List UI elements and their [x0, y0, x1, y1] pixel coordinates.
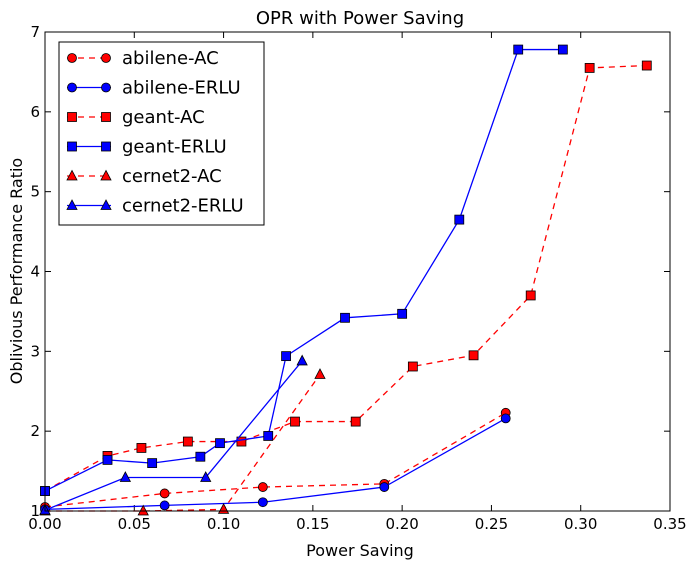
series-line-geant-erlu: [44, 48, 563, 492]
x-tick-label: 0.30: [564, 515, 597, 533]
data-point-geant-ac: [641, 60, 652, 71]
data-point-geant-ac: [236, 436, 247, 447]
x-tick-label: 0.00: [28, 515, 61, 533]
axis-ticks: 0.00 0.05 0.10 0.15 0.20 0.25 0.30 0.35 1 2 3 4 5 6 7: [28, 23, 686, 533]
y-tick-label: 3: [30, 342, 40, 360]
data-point-geant-erlu: [513, 44, 524, 55]
data-point-geant-erlu: [102, 455, 113, 465]
data-point-geant-erlu: [195, 451, 206, 462]
data-point-cernet2-ac: [217, 503, 230, 514]
legend-label-cernet2-erlu: cernet2-ERLU: [122, 196, 244, 217]
legend-label-geant-erlu: geant-ERLU: [122, 137, 227, 158]
legend-box: [58, 41, 265, 226]
legend-marker-abilene-erlu: [101, 82, 111, 93]
y-tick-label: 2: [30, 422, 40, 440]
data-point-geant-erlu: [281, 351, 291, 362]
data-point-geant-erlu: [215, 438, 225, 449]
data-point-geant-ac: [584, 63, 595, 73]
legend-marker-cernet2-ac: [100, 169, 112, 181]
data-point-geant-erlu: [263, 431, 274, 441]
series-abilene-erlu: [40, 413, 511, 515]
data-point-geant-erlu: [557, 44, 568, 55]
series-line-geant-ac: [44, 64, 647, 492]
data-point-abilene-erlu: [379, 482, 390, 492]
data-point-abilene-ac: [159, 488, 170, 499]
data-point-abilene-ac: [257, 482, 268, 492]
data-point-cernet2-ac: [314, 368, 326, 379]
data-point-geant-ac: [350, 416, 361, 427]
legend-marker-abilene-erlu: [67, 82, 77, 93]
legend-label-geant-ac: geant-AC: [122, 107, 205, 128]
x-axis-label: Power Saving: [306, 541, 414, 560]
legend-label-abilene-erlu: abilene-ERLU: [122, 78, 241, 99]
data-point-geant-erlu: [397, 308, 408, 319]
y-tick-label: 6: [30, 103, 40, 121]
legend-marker-cernet2-erlu: [66, 199, 78, 210]
legend: abilene-AC abilene-ERLU geant-AC geant-ERLU…: [58, 41, 265, 226]
data-point-cernet2-erlu: [119, 471, 132, 482]
x-tick-label: 0.35: [653, 515, 686, 533]
x-tick-label: 0.25: [475, 515, 508, 533]
data-point-geant-ac: [136, 443, 147, 453]
data-point-geant-ac: [182, 436, 193, 447]
data-point-abilene-erlu: [159, 500, 170, 511]
data-point-cernet2-ac: [137, 504, 149, 516]
data-point-geant-ac: [468, 350, 479, 361]
legend-entry-cernet2-ac: cernet2-AC: [66, 166, 222, 187]
data-point-geant-ac: [290, 416, 300, 427]
data-point-geant-erlu: [454, 214, 465, 225]
legend-marker-abilene-ac: [67, 53, 77, 63]
y-tick-label: 7: [30, 23, 40, 41]
series-line-abilene-ac: [44, 412, 507, 508]
x-tick-label: 0.20: [385, 515, 418, 533]
legend-label-cernet2-ac: cernet2-AC: [122, 166, 222, 187]
data-point-geant-ac: [525, 290, 536, 301]
legend-marker-cernet2-ac: [66, 169, 78, 181]
legend-entry-geant-ac: geant-AC: [67, 107, 205, 128]
legend-marker-geant-erlu: [67, 141, 77, 152]
x-tick-label: 0.10: [207, 515, 240, 533]
legend-entry-geant-erlu: geant-ERLU: [67, 137, 227, 158]
legend-marker-geant-ac: [67, 112, 77, 122]
y-tick-label: 4: [30, 263, 40, 281]
data-point-cernet2-erlu: [296, 354, 308, 366]
y-tick-label: 5: [30, 183, 40, 201]
legend-entry-abilene-erlu: abilene-ERLU: [67, 78, 241, 99]
legend-label-abilene-ac: abilene-AC: [122, 48, 219, 69]
data-point-cernet2-erlu: [200, 471, 212, 482]
series-line-cernet2-erlu: [44, 360, 303, 511]
x-tick-label: 0.15: [296, 515, 329, 533]
data-point-geant-ac: [407, 361, 418, 372]
data-point-abilene-erlu: [257, 497, 268, 508]
plot-frame: [44, 31, 671, 512]
legend-marker-geant-ac: [101, 112, 111, 122]
series-line-abilene-erlu: [44, 417, 507, 511]
data-point-geant-erlu: [147, 458, 158, 469]
legend-marker-geant-erlu: [101, 141, 111, 152]
legend-marker-abilene-ac: [101, 53, 111, 63]
y-axis-label: Oblivious Performance Ratio: [7, 158, 26, 384]
data-point-abilene-erlu: [500, 413, 511, 424]
data-point-geant-erlu: [340, 312, 350, 323]
legend-marker-cernet2-erlu: [100, 199, 112, 210]
y-tick-label: 1: [30, 502, 40, 520]
chart-title: OPR with Power Saving: [256, 8, 464, 29]
legend-entry-cernet2-erlu: cernet2-ERLU: [66, 196, 244, 217]
series-cernet2-erlu: [39, 354, 308, 515]
x-tick-label: 0.05: [118, 515, 151, 533]
legend-entry-abilene-ac: abilene-AC: [67, 48, 219, 69]
